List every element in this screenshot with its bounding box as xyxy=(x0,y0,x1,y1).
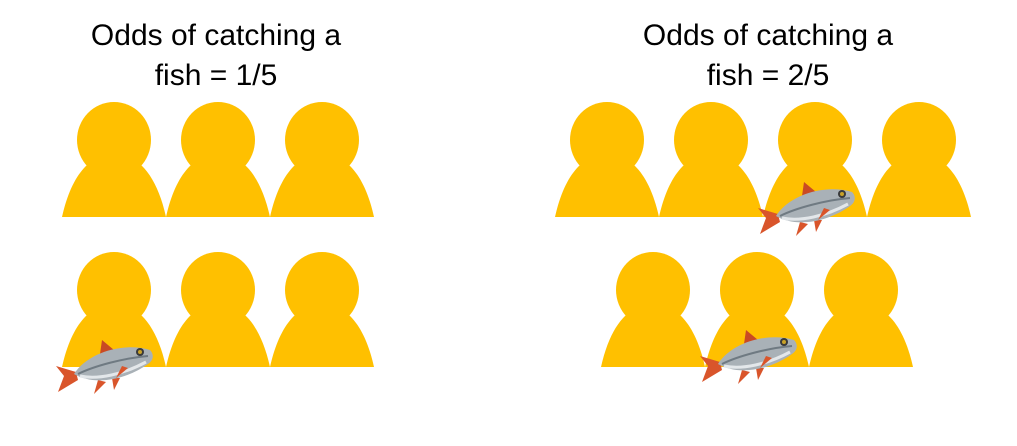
fish-icon xyxy=(54,336,156,398)
person-icon xyxy=(601,252,705,367)
person-icon xyxy=(659,102,763,217)
right-title-line-2: fish = 2/5 xyxy=(706,59,830,92)
left-panel-title: Odds of catching a fish = 1/5 xyxy=(36,16,396,96)
person-icon xyxy=(166,252,270,367)
person-icon xyxy=(809,252,913,367)
fish-icon xyxy=(756,178,858,240)
right-title-line-1: Odds of catching a xyxy=(642,19,894,52)
person-icon xyxy=(270,102,374,217)
left-title-line-1: Odds of catching a xyxy=(90,19,342,52)
person-icon xyxy=(867,102,971,217)
right-panel-title: Odds of catching a fish = 2/5 xyxy=(588,16,948,96)
fish-icon xyxy=(698,326,800,388)
left-title-line-2: fish = 1/5 xyxy=(154,59,278,92)
person-icon xyxy=(166,102,270,217)
person-icon xyxy=(270,252,374,367)
person-icon xyxy=(62,102,166,217)
person-icon xyxy=(555,102,659,217)
